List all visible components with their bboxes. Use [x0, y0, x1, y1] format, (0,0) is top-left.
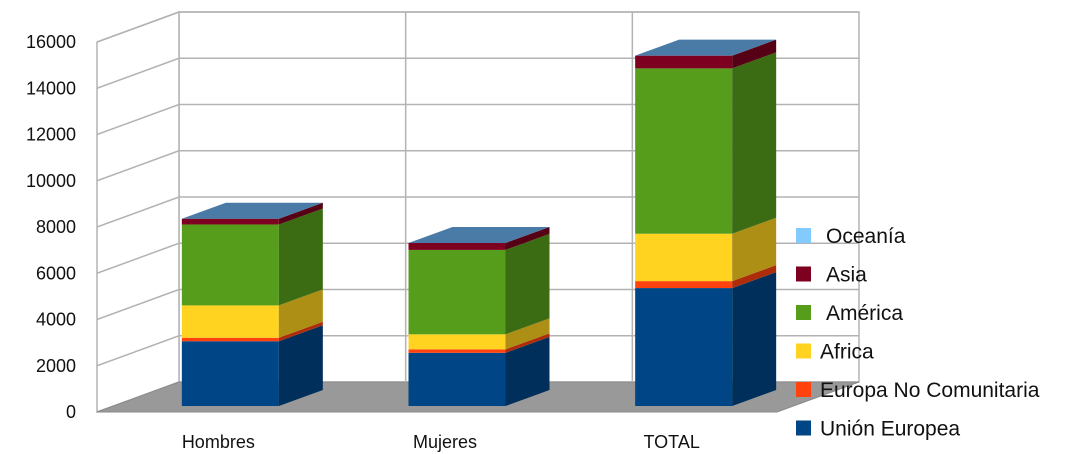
- bar-front: [408, 352, 506, 406]
- legend-item: Oceanía: [796, 225, 906, 248]
- bar-segment: [408, 333, 550, 353]
- y-tick-label: 10000: [26, 171, 76, 191]
- bar-segment: [635, 217, 777, 282]
- bar-front: [408, 249, 506, 335]
- gridline-side: [96, 242, 180, 274]
- x-category-label: TOTAL: [643, 432, 699, 452]
- legend-item: América: [796, 302, 903, 325]
- bar-segment: [408, 336, 550, 406]
- bar-side: [505, 226, 550, 250]
- legend-swatch: [796, 305, 811, 320]
- legend-item: Unión Europea: [796, 418, 960, 441]
- bar-side: [505, 333, 550, 353]
- bar-front: [181, 337, 279, 342]
- bar-front: [635, 288, 733, 406]
- bar-segment: [181, 321, 323, 342]
- bar-front: [181, 341, 279, 406]
- bar-side: [732, 217, 777, 282]
- bar-front: [635, 68, 733, 234]
- bars: [181, 39, 777, 406]
- gridline-side: [96, 196, 180, 228]
- gridline-side: [96, 150, 180, 182]
- y-tick-label: 16000: [26, 32, 76, 52]
- gridline-side: [96, 103, 180, 136]
- bar-top: [181, 202, 323, 219]
- gridline-side: [96, 57, 180, 89]
- bar-segment: [181, 289, 323, 338]
- bar-side: [278, 208, 323, 306]
- y-tick-label: 8000: [36, 217, 76, 237]
- legend-swatch: [796, 382, 811, 397]
- bar-side: [505, 318, 550, 350]
- bar-segment: [635, 265, 777, 289]
- legend-swatch: [796, 420, 811, 436]
- bar-side: [505, 233, 550, 335]
- bar-segment: [408, 318, 550, 350]
- bar-front: [635, 281, 733, 289]
- bar-side: [732, 52, 777, 234]
- bar-stack-hombres: [181, 202, 323, 406]
- bar-side: [732, 39, 777, 69]
- legend-swatch: [796, 343, 811, 359]
- legend-label: Asia: [826, 264, 867, 287]
- bar-side: [732, 265, 777, 289]
- y-axis-ticks: 0 2000 4000 6000 8000 10000 12000 14000 16000: [26, 32, 76, 422]
- bar-segment: [635, 39, 777, 69]
- bar-side: [278, 202, 323, 225]
- legend-label: Europa No Comunitaria: [820, 379, 1040, 402]
- bar-front: [408, 334, 506, 350]
- bar-top: [408, 226, 550, 243]
- x-category-label: Hombres: [182, 432, 255, 452]
- x-axis-categories: Hombres Mujeres TOTAL: [182, 432, 700, 452]
- bar-segment: [635, 272, 777, 406]
- bar-stack-total: [635, 39, 777, 406]
- y-tick-label: 0: [66, 402, 76, 422]
- bar-side: [278, 289, 323, 338]
- y-tick-label: 6000: [36, 263, 76, 283]
- legend-label: Africa: [820, 341, 874, 364]
- bar-segment: [408, 226, 550, 250]
- bar-side: [732, 272, 777, 406]
- bar-side: [278, 325, 323, 406]
- legend-label: América: [826, 302, 903, 325]
- bar-top: [635, 39, 777, 56]
- bar-front: [408, 349, 506, 353]
- legend-swatch: [796, 228, 811, 243]
- y-tick-label: 4000: [36, 310, 76, 330]
- bar-front: [635, 233, 733, 282]
- y-tick-label: 14000: [26, 78, 76, 98]
- bar-front: [181, 305, 279, 338]
- bar-segment: [181, 208, 323, 306]
- legend-label: Unión Europea: [820, 418, 960, 441]
- legend-label: Oceanía: [826, 225, 906, 248]
- bar-front: [181, 218, 279, 225]
- x-category-label: Mujeres: [413, 432, 477, 452]
- y-tick-label: 12000: [26, 125, 76, 145]
- legend: Oceanía Asia América Africa Europa No Comuni…: [796, 225, 1040, 441]
- bar-segment: [408, 233, 550, 335]
- bar-side: [278, 321, 323, 342]
- gridline-side: [96, 288, 180, 321]
- bar-stack-mujeres: [408, 226, 550, 406]
- gridline-side: [96, 335, 180, 367]
- legend-item: Asia: [796, 264, 867, 287]
- legend-item: Europa No Comunitaria: [796, 379, 1040, 402]
- legend-swatch: [796, 266, 811, 282]
- y-tick-label: 2000: [36, 356, 76, 376]
- bar-segment: [181, 325, 323, 406]
- bar-segment: [635, 52, 777, 234]
- gridline-side: [96, 11, 180, 43]
- legend-item: Africa: [796, 341, 874, 364]
- bar-front: [408, 242, 506, 250]
- bar-side: [505, 336, 550, 406]
- bar-segment: [181, 202, 323, 225]
- bar-front: [181, 224, 279, 306]
- bar-front: [635, 55, 733, 69]
